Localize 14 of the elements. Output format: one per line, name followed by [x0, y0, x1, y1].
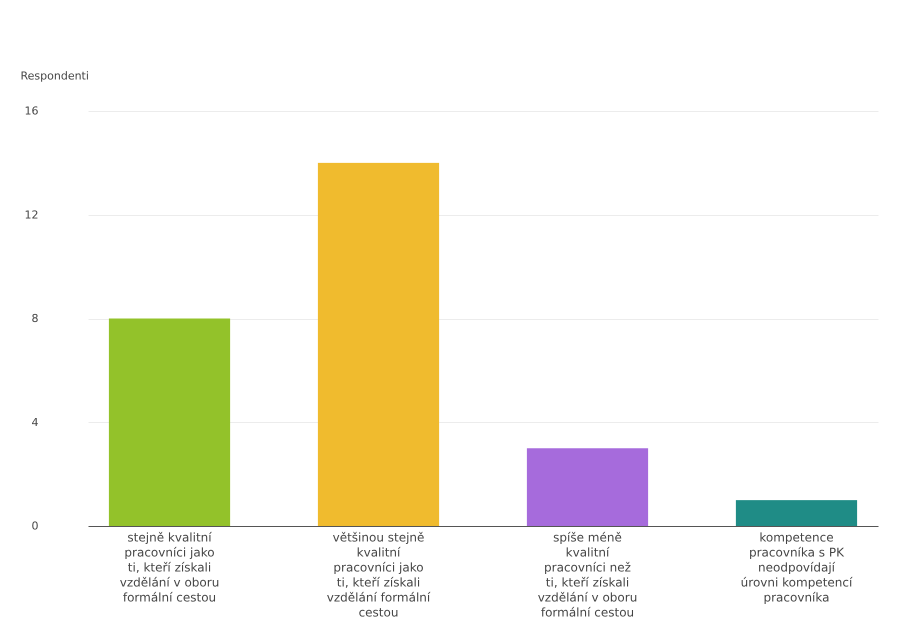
x-tick-label: stejně kvalitní pracovníci jako ti, kteří získali vzdělání v oboru formální cestou [120, 530, 220, 604]
y-tick-label: 4 [32, 416, 38, 429]
bar [526, 448, 648, 526]
x-tick-label: kompetence pracovníka s PK neodpovídají úrovni kompetencí pracovníka [740, 530, 853, 604]
y-tick-label: 8 [32, 312, 38, 325]
y-tick-label: 0 [32, 520, 38, 532]
x-tick-label: spíše méně kvalitní pracovníci než ti, kteří získali vzdělání v oboru formální cestou [538, 530, 638, 620]
y-tick-label: 16 [24, 104, 38, 118]
bar [108, 318, 230, 526]
y-tick-label: 12 [24, 208, 38, 222]
y-axis-title: Respondenti [20, 70, 89, 82]
bar [318, 162, 440, 526]
x-tick-label: většinou stejně kvalitní pracovníci jako ti, kteří získali vzdělání formální cestou [326, 530, 431, 620]
bar [736, 500, 858, 526]
